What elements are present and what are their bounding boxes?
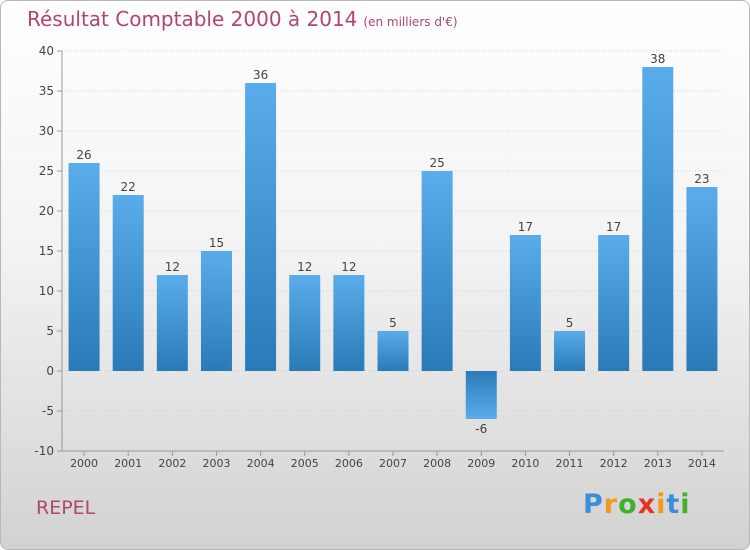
y-tick-label: 40: [39, 44, 54, 58]
x-tick-label: 2006: [335, 457, 363, 470]
town-name: REPEL: [36, 497, 96, 519]
bar: [598, 235, 630, 371]
y-tick-label: 15: [39, 244, 54, 258]
data-label: 5: [566, 316, 574, 330]
x-tick-label: 2008: [423, 457, 451, 470]
y-tick-label: 30: [39, 124, 54, 138]
y-tick-label: 0: [46, 364, 54, 378]
x-tick-label: 2012: [600, 457, 628, 470]
bar: [509, 235, 541, 371]
bar: [200, 251, 232, 371]
bar: [112, 195, 144, 371]
bar: [642, 67, 674, 371]
data-label: 5: [389, 316, 397, 330]
logo-letter: i: [680, 489, 691, 520]
data-label: 38: [650, 52, 665, 66]
x-tick-label: 2002: [158, 457, 186, 470]
y-tick-label: -5: [42, 404, 54, 418]
logo-letter: o: [618, 489, 638, 520]
chart-subtitle: (en milliers d'€): [363, 15, 458, 29]
data-label: 25: [429, 156, 444, 170]
data-label: 12: [341, 260, 356, 274]
x-tick-label: 2007: [379, 457, 407, 470]
x-tick-label: 2014: [688, 457, 716, 470]
data-label: 15: [209, 236, 224, 250]
chart-title: Résultat Comptable 2000 à 2014 (en millie…: [27, 7, 458, 31]
data-label: 23: [694, 172, 709, 186]
x-tick-label: 2010: [511, 457, 539, 470]
y-tick-label: 20: [39, 204, 54, 218]
data-label: 22: [121, 180, 136, 194]
logo-letter: P: [583, 489, 604, 520]
data-label: 36: [253, 68, 268, 82]
x-tick-label: 2004: [247, 457, 275, 470]
logo-letter: t: [666, 489, 681, 520]
logo-letter: x: [637, 489, 657, 520]
x-tick-label: 2001: [114, 457, 142, 470]
x-tick-label: 2009: [467, 457, 495, 470]
y-tick-label: 10: [39, 284, 54, 298]
x-tick-label: 2013: [644, 457, 672, 470]
data-label: -6: [475, 422, 487, 436]
logo-letter: i: [656, 489, 667, 520]
data-label: 17: [606, 220, 621, 234]
bar: [245, 83, 277, 371]
data-label: 26: [76, 148, 91, 162]
data-label: 12: [297, 260, 312, 274]
y-tick-label: 25: [39, 164, 54, 178]
x-tick-label: 2011: [556, 457, 584, 470]
bar: [289, 275, 321, 371]
proxiti-logo: Proxiti: [583, 489, 691, 520]
bar: [333, 275, 365, 371]
bar: [156, 275, 188, 371]
chart-title-text: Résultat Comptable 2000 à 2014: [27, 7, 358, 31]
bar: [68, 163, 100, 371]
logo-letter: r: [603, 489, 619, 520]
x-tick-label: 2005: [291, 457, 319, 470]
data-label: 12: [165, 260, 180, 274]
y-tick-label: -10: [34, 444, 54, 458]
y-tick-label: 35: [39, 84, 54, 98]
data-label: 17: [518, 220, 533, 234]
y-tick-label: 5: [46, 324, 54, 338]
bar: [421, 171, 453, 371]
bar: [686, 187, 718, 371]
x-tick-label: 2000: [70, 457, 98, 470]
x-tick-label: 2003: [202, 457, 230, 470]
bar: [554, 331, 586, 371]
bar: [377, 331, 409, 371]
bar: [465, 371, 497, 419]
